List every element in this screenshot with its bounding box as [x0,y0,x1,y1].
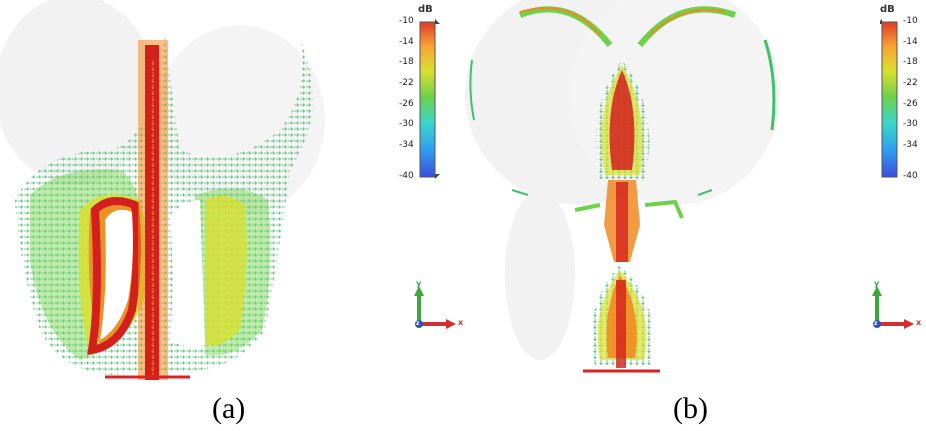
axes-triad [872,286,914,329]
field-arc [649,8,726,36]
field-lobe-core [609,70,635,170]
current-band-warm [205,196,247,346]
colorbar-tick-label: -22 [399,78,414,88]
axis-z-label: z [874,320,878,327]
feed-strip [616,280,626,368]
field-branch [511,189,713,196]
axis-x-label: x [458,318,464,327]
colorbar-tick-label: -10 [399,16,414,26]
colorbar [880,19,898,178]
colorbar-unit: dB [880,4,895,15]
field-neck-core [616,182,628,262]
axis-y-label: y [874,279,880,288]
background-ellipse [505,190,575,360]
colorbar-tick-label: -30 [399,119,414,130]
colorbar-tick-label: -14 [399,36,414,47]
colorbar-tick-label: -30 [903,119,918,130]
field-arc [519,7,601,36]
axis-x-label: x [916,318,922,327]
slot-opening [100,209,133,340]
colorbar-tick-label: -18 [399,57,414,68]
caption-b: (b) [673,392,708,425]
feed-strip-core [150,60,154,375]
colorbar-tick-label: -18 [903,57,918,68]
colorbar-tick-label: -22 [903,78,918,88]
slot-opening [170,200,205,347]
axis-z-label: z [416,320,420,327]
colorbar-tick-label: -10 [903,16,918,26]
colorbar-unit: dB [418,4,433,15]
colorbar-tick-label: -34 [399,140,414,150]
colorbar-tick-label: -14 [903,36,918,47]
colorbar-tick-label: -34 [903,140,918,150]
current-band-hot [87,197,141,355]
colorbar [419,19,440,179]
field-branch [574,199,684,219]
caption-a: (a) [212,392,246,425]
colorbar-tick-label: -40 [399,171,414,181]
field-arc [763,39,776,131]
colorbar-tick-label: -40 [903,171,918,181]
axes-triad [414,286,456,329]
field-arc [469,59,475,121]
colorbar-tick-label: -26 [399,98,414,109]
colorbar-tick-label: -26 [903,98,918,109]
field-plot-a [0,0,325,380]
field-plot-b [465,0,780,373]
axis-y-label: y [416,279,422,288]
field-arc [518,6,613,47]
background-ellipse [0,0,155,185]
